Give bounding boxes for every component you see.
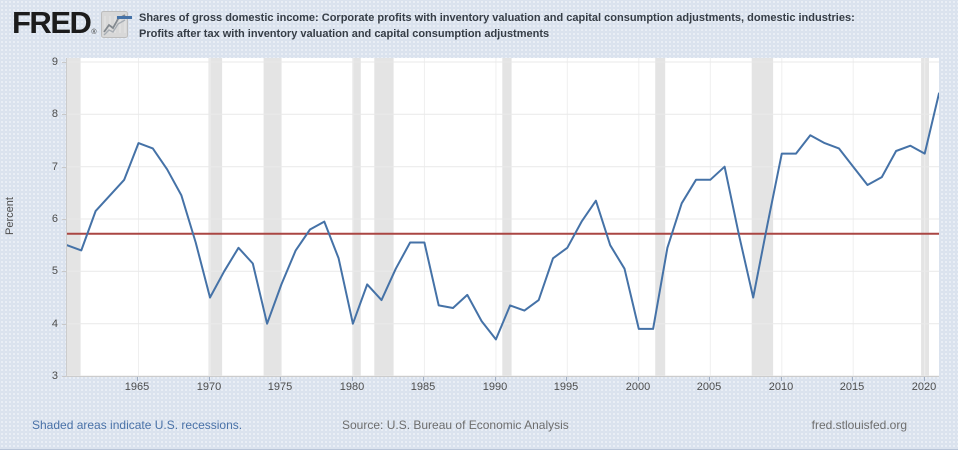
recession-band xyxy=(352,58,361,376)
x-tick-mark xyxy=(137,377,138,381)
recession-band xyxy=(374,58,394,376)
y-tick-mark xyxy=(62,167,66,168)
y-axis-title: Percent xyxy=(4,197,16,235)
recession-band xyxy=(655,58,666,376)
recession-band xyxy=(208,58,223,376)
plot-area[interactable] xyxy=(66,58,939,377)
y-tick-mark xyxy=(62,219,66,220)
y-tick-label: 4 xyxy=(51,318,58,330)
recession-band xyxy=(502,58,512,376)
y-tick-label: 7 xyxy=(51,161,58,173)
fred-logo-text: FRED xyxy=(12,5,92,40)
y-tick-label: 6 xyxy=(51,213,58,225)
source-text: Source: U.S. Bureau of Economic Analysis xyxy=(342,418,569,432)
x-tick-mark xyxy=(280,377,281,381)
recession-band xyxy=(751,58,774,376)
x-tick-mark xyxy=(566,377,567,381)
registered-trademark-icon: ® xyxy=(91,29,97,36)
y-tick-label: 8 xyxy=(51,108,58,120)
x-tick-mark xyxy=(852,377,853,381)
x-tick-label: 1970 xyxy=(196,381,222,393)
series-title-line-1: Shares of gross domestic income: Corpora… xyxy=(139,12,855,24)
x-tick-label: 2020 xyxy=(911,381,937,393)
x-tick-mark xyxy=(781,377,782,381)
x-tick-label: 1990 xyxy=(482,381,508,393)
x-tick-label: 1965 xyxy=(124,381,150,393)
x-tick-mark xyxy=(352,377,353,381)
x-tick-label: 1995 xyxy=(553,381,579,393)
x-tick-mark xyxy=(924,377,925,381)
x-tick-label: 2000 xyxy=(625,381,651,393)
y-tick-label: 3 xyxy=(51,370,58,382)
y-tick-mark xyxy=(62,62,66,63)
x-tick-label: 1980 xyxy=(339,381,365,393)
x-tick-mark xyxy=(423,377,424,381)
line-chart xyxy=(67,58,939,376)
legend-line-swatch xyxy=(117,16,132,19)
y-tick-label: 9 xyxy=(51,56,58,68)
x-tick-label: 1985 xyxy=(410,381,436,393)
recession-note-link[interactable]: Shaded areas indicate U.S. recessions. xyxy=(32,418,243,432)
y-tick-mark xyxy=(62,324,66,325)
x-tick-mark xyxy=(495,377,496,381)
series-title: Shares of gross domestic income: Corpora… xyxy=(139,10,855,42)
fred-logo[interactable]: FRED ® xyxy=(12,5,128,40)
x-tick-label: 1975 xyxy=(267,381,293,393)
x-tick-label: 2005 xyxy=(696,381,722,393)
fred-site-link[interactable]: fred.stlouisfed.org xyxy=(811,418,907,432)
y-tick-mark xyxy=(62,376,66,377)
x-tick-label: 2010 xyxy=(768,381,794,393)
recession-band xyxy=(67,58,81,376)
legend: Shares of gross domestic income: Corpora… xyxy=(117,10,855,42)
x-tick-mark xyxy=(709,377,710,381)
y-tick-label: 5 xyxy=(51,265,58,277)
recession-band xyxy=(263,58,282,376)
x-tick-mark xyxy=(209,377,210,381)
x-tick-label: 2015 xyxy=(839,381,865,393)
data-line xyxy=(67,92,939,341)
y-tick-mark xyxy=(62,271,66,272)
y-tick-mark xyxy=(62,114,66,115)
series-title-line-2: Profits after tax with inventory valuati… xyxy=(139,28,550,40)
x-tick-mark xyxy=(638,377,639,381)
